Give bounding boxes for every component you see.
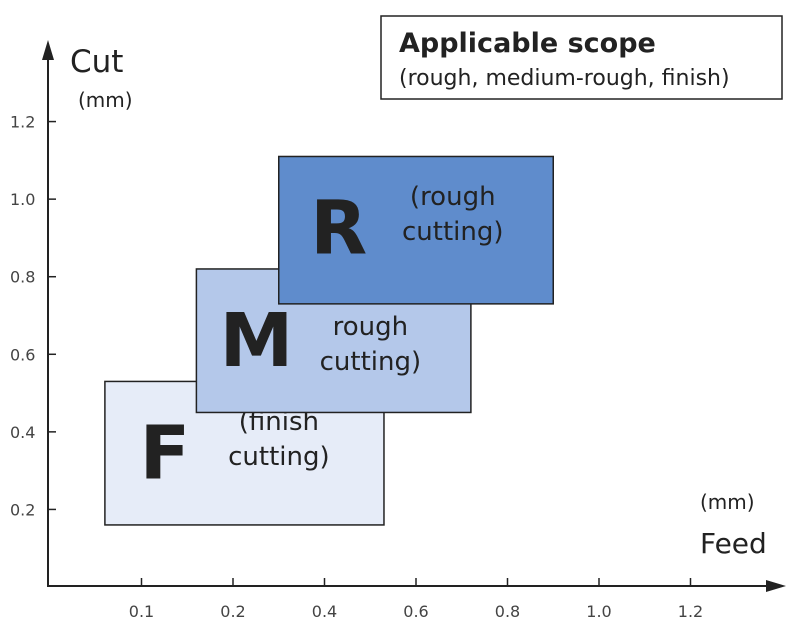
y-tick-label: 0.4 [10, 423, 35, 442]
region-label: cutting) [228, 442, 330, 472]
x-tick-label: 0.8 [495, 602, 520, 621]
x-tick-label: 0.6 [403, 602, 428, 621]
y-tick-label: 0.2 [10, 500, 35, 519]
x-tick-label: 1.2 [678, 602, 703, 621]
region [278, 155, 554, 305]
chart-title: Applicable scope [399, 28, 656, 59]
x-tick-label: 0.2 [220, 602, 245, 621]
y-axis-label: Cut [70, 44, 123, 80]
region-letter: R [310, 185, 367, 271]
region-label: cutting) [320, 347, 422, 377]
y-tick-label: 1.0 [10, 190, 35, 209]
y-tick-label: 0.8 [10, 268, 35, 287]
y-tick-label: 0.6 [10, 345, 35, 364]
x-axis-label: Feed [700, 527, 767, 560]
y-axis-arrow [42, 40, 54, 60]
region-letter: M [220, 298, 294, 384]
region-label: (rough [410, 182, 496, 212]
region-label: cutting) [402, 217, 504, 247]
y-tick-label: 1.2 [10, 113, 35, 132]
x-tick-label: 0.4 [312, 602, 337, 621]
region-label: rough [333, 312, 409, 342]
x-tick-label: 1.0 [586, 602, 611, 621]
y-axis-unit: (mm) [78, 88, 133, 112]
region-letter: F [140, 410, 191, 496]
x-tick-label: 0.1 [129, 602, 154, 621]
scope-box [380, 15, 783, 100]
x-axis-arrow [766, 580, 786, 592]
x-axis-unit: (mm) [700, 490, 755, 514]
chart-subtitle: (rough, medium-rough, finish) [399, 66, 730, 91]
